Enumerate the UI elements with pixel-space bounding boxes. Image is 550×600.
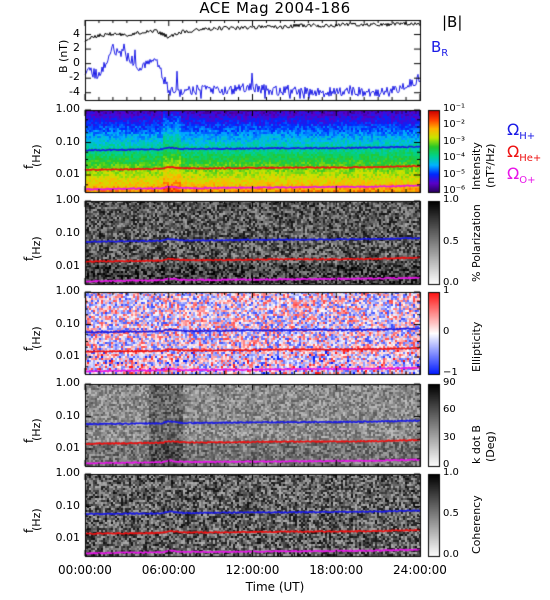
colorbar-tick-label: 0.0	[443, 549, 459, 560]
panel-b-tick-label: -4	[69, 84, 80, 98]
x-axis-label: Time (UT)	[245, 580, 305, 594]
colorbar-label: Coherency	[470, 495, 483, 554]
colorbar-unit: (Deg)	[484, 431, 497, 462]
colorbar-tick-label: 10⁻²	[443, 119, 466, 131]
colorbar-tick-label: 10⁻³	[443, 135, 466, 147]
freq-tick-label: 0.10	[55, 498, 81, 512]
colorbar-tick-label: 30	[443, 431, 456, 443]
colorbar-tick-label: 10⁻⁵	[443, 168, 466, 180]
freq-tick-label: 0.10	[55, 134, 81, 148]
x-tick-label: 18:00:00	[309, 563, 364, 577]
freq-tick-label: 0.10	[55, 408, 81, 422]
freq-axis-unit: (Hz)	[30, 144, 43, 167]
freq-tick-label: 1.00	[55, 466, 81, 479]
freq-tick-label: 0.01	[55, 258, 81, 272]
gyro-legend-item: ΩHe+	[507, 142, 542, 165]
colorbar-tick-label: 0	[443, 459, 450, 470]
colorbar-tick-label: 0.0	[443, 277, 459, 288]
gyro-legend-item: ΩH+	[507, 120, 536, 143]
chart-title: ACE Mag 2004-186	[199, 0, 351, 17]
freq-tick-label: 0.10	[55, 225, 81, 239]
freq-tick-label: 0.10	[55, 316, 81, 330]
colorbar-tick-label: 1	[443, 285, 450, 296]
colorbar-tick-label: 10⁻¹	[443, 103, 466, 114]
freq-axis-unit: (Hz)	[30, 508, 43, 531]
colorbar-label: Intensity	[470, 142, 483, 190]
freq-tick-label: 0.01	[55, 167, 81, 180]
colorbar-tick-label: 1.0	[443, 467, 459, 478]
freq-tick-label: 0.01	[55, 531, 81, 544]
colorbar-tick-label: 10⁻⁶	[443, 185, 466, 196]
freq-axis-unit: (Hz)	[30, 235, 43, 259]
colorbar-label: k dot B	[470, 425, 483, 464]
colorbar-label: % Polarization	[470, 204, 483, 282]
freq-tick-label: 0.01	[55, 441, 81, 454]
x-tick-label: 24:00:00	[393, 563, 447, 577]
colorbar-tick-label: 0.5	[443, 235, 459, 247]
panel-b-tick-label: 2	[73, 41, 80, 55]
colorbar-tick-label: 0	[443, 326, 450, 337]
freq-tick-label: 1.00	[55, 102, 81, 115]
freq-tick-label: 1.00	[55, 376, 81, 389]
x-tick-label: 12:00:00	[225, 563, 280, 577]
colorbar-label: Ellipticity	[470, 321, 483, 372]
panel-b-tick-label: 0	[73, 55, 80, 69]
colorbar-tick-label: 0.5	[443, 508, 459, 519]
freq-axis-unit: (Hz)	[30, 326, 43, 349]
legend-b-radial: BR	[431, 38, 449, 59]
colorbar-tick-label: 10⁻⁴	[443, 152, 466, 164]
freq-tick-label: 1.00	[55, 193, 81, 206]
colorbar-tick-label: −1	[443, 367, 458, 378]
x-tick-label: 00:00:00	[58, 563, 112, 577]
colorbar-unit: (nT²/Hz)	[484, 143, 497, 188]
freq-tick-label: 1.00	[55, 284, 81, 297]
legend-b-magnitude: |B|	[442, 13, 463, 31]
panel-b-tick-label: -2	[69, 70, 80, 84]
panel-b-tick-label: 4	[73, 26, 80, 40]
freq-axis-unit: (Hz)	[30, 418, 43, 441]
gyro-legend-item: ΩO+	[507, 164, 536, 187]
freq-tick-label: 0.01	[55, 349, 81, 362]
colorbar-tick-label: 90	[443, 377, 456, 388]
x-tick-label: 06:00:00	[141, 563, 196, 577]
colorbar-tick-label: 1.0	[443, 194, 459, 205]
colorbar-tick-label: 60	[443, 404, 456, 416]
